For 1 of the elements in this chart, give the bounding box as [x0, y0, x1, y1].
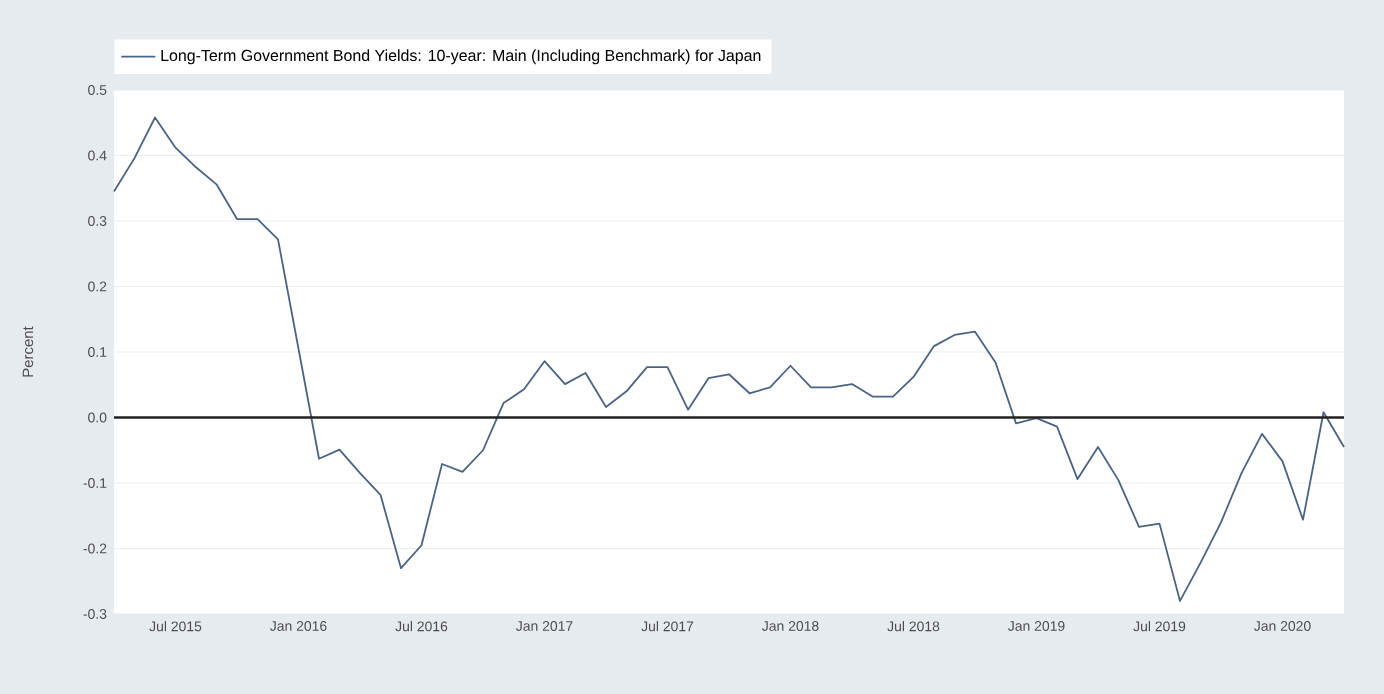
- line-series: [113, 116, 1345, 602]
